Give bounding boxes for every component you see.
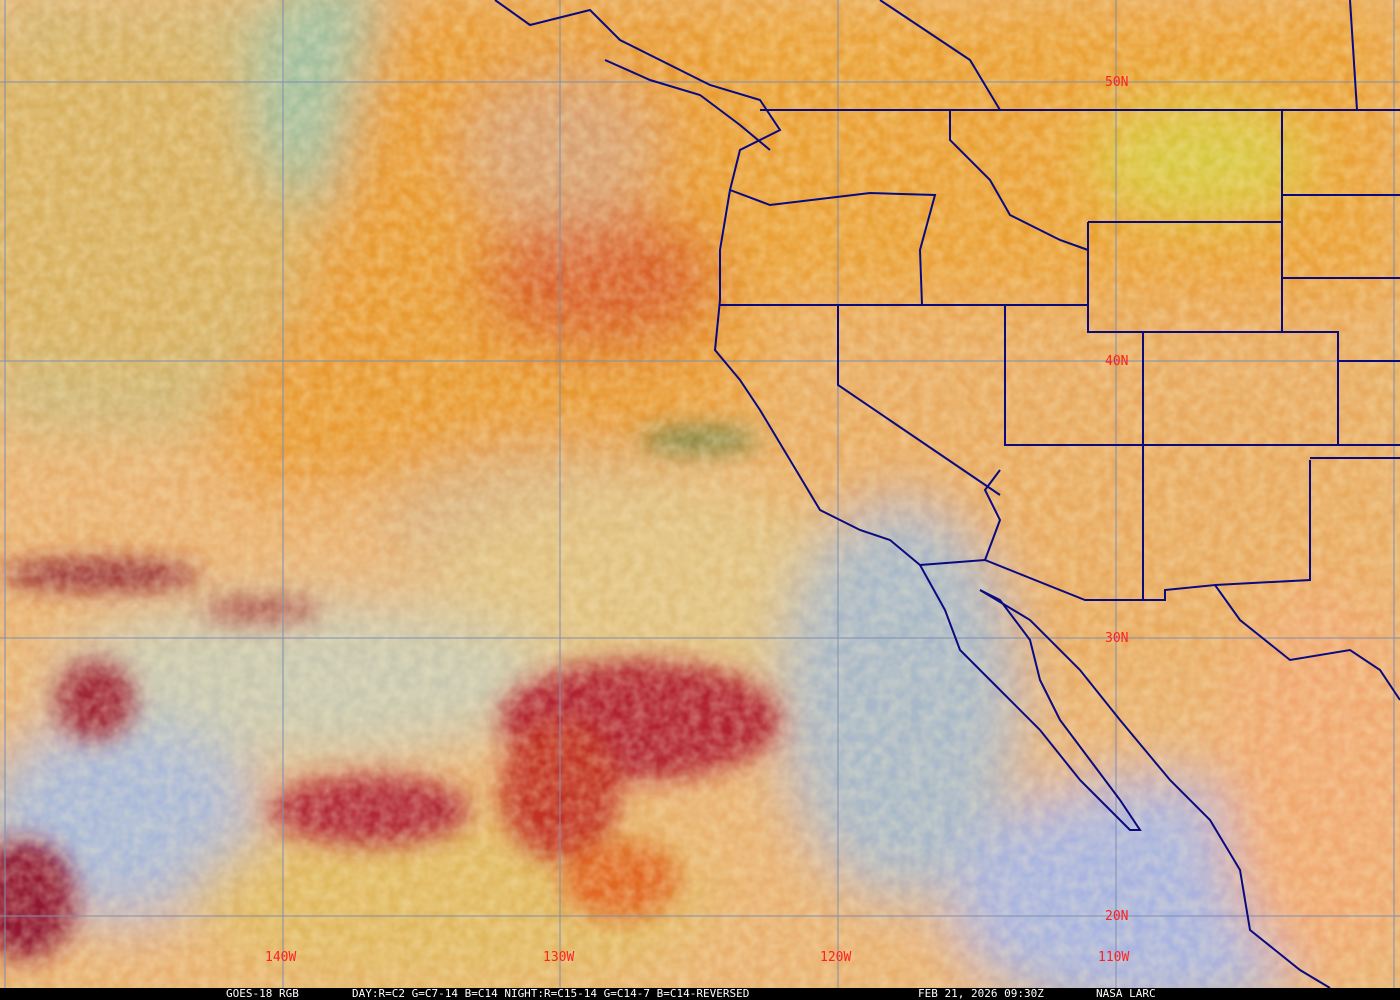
- lon-label-110w: 110W: [1098, 950, 1129, 965]
- caption-product: GOES-18 RGB: [226, 987, 299, 1000]
- caption-timestamp: FEB 21, 2026 09:30Z: [918, 987, 1044, 1000]
- grid-labels: 50N 40N 30N 20N 140W 130W 120W 110W: [265, 75, 1129, 965]
- lon-label-130w: 130W: [543, 950, 574, 965]
- caption-bar: GOES-18 RGB DAY:R=C2 G=C7-14 B=C14 NIGHT…: [0, 988, 1400, 1000]
- lat-label-40n: 40N: [1105, 354, 1128, 369]
- lon-label-120w: 120W: [820, 950, 851, 965]
- coastlines-and-borders: [494, 0, 1400, 988]
- lat-label-30n: 30N: [1105, 631, 1128, 646]
- lon-label-140w: 140W: [265, 950, 296, 965]
- caption-recipe: DAY:R=C2 G=C7-14 B=C14 NIGHT:R=C15-14 G=…: [352, 987, 750, 1000]
- lat-label-20n: 20N: [1105, 909, 1128, 924]
- caption-credit: NASA LARC: [1096, 987, 1156, 1000]
- lat-label-50n: 50N: [1105, 75, 1128, 90]
